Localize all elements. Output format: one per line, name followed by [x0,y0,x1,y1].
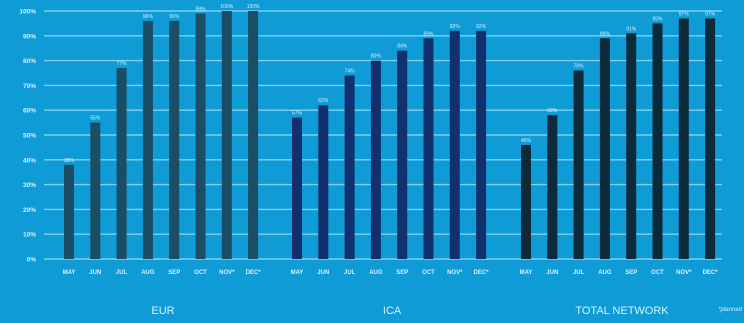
group-title: ICA [383,305,402,317]
data-label: 100% [247,4,260,10]
x-tick-label: JUL [116,270,128,276]
data-label: 92% [476,24,487,30]
x-tick-label: JUL [573,270,585,276]
bar [626,33,637,259]
bar [370,60,381,259]
bar [116,68,127,259]
y-tick-label: 100% [19,9,36,16]
y-tick-label: 80% [23,58,36,65]
y-tick-label: 40% [23,157,36,164]
bar [652,23,663,260]
x-tick-label: AUG [141,270,155,276]
bar [142,20,153,260]
bar [476,30,487,260]
y-tick-label: 0% [27,257,37,264]
bar [599,38,610,259]
bar [678,18,689,259]
bar [169,20,180,260]
data-label: 91% [626,26,637,32]
bar [90,122,101,259]
x-tick-label: JUN [546,270,558,276]
bar [449,30,460,260]
data-label: 97% [705,11,716,17]
footnote: *planned [718,307,742,313]
bar [344,75,355,259]
data-label: 89% [423,31,434,37]
group-title: EUR [151,305,174,317]
data-label: 74% [345,68,356,74]
data-label: 57% [292,111,303,117]
x-tick-label: SEP [396,270,408,276]
bar [573,70,584,260]
x-tick-label: NOV* [447,270,463,276]
data-label: 80% [371,54,382,60]
data-label: 99% [195,6,206,12]
bar [292,117,302,259]
x-tick-label: DEC* [703,270,719,276]
data-label: 58% [547,108,558,114]
x-tick-label: OCT [422,270,435,276]
x-tick-label: JUL [344,270,356,276]
data-label: 77% [117,61,128,67]
x-tick-label: AUG [598,270,612,276]
y-tick-label: 10% [23,232,36,239]
data-label: 46% [521,138,532,144]
bar [521,144,531,259]
x-tick-label: MAY [291,270,304,276]
bar [195,13,206,260]
bar [64,164,74,259]
y-tick-label: 90% [23,33,36,40]
data-label: 92% [450,24,461,30]
x-tick-label: SEP [625,270,637,276]
y-tick-label: 20% [23,207,36,214]
x-tick-label: OCT [194,270,207,276]
data-label: 89% [600,31,611,37]
x-tick-label: AUG [369,270,383,276]
y-tick-label: 70% [23,83,36,90]
x-tick-label: OCT [651,270,664,276]
bar [318,105,329,260]
data-label: 96% [143,14,154,20]
data-label: 95% [652,16,663,22]
data-label: 76% [574,64,585,70]
x-tick-label: DEC* [474,270,490,276]
bar [423,38,434,259]
bar [248,11,259,259]
bar [547,115,558,259]
bar [397,50,408,260]
x-tick-label: JUN [317,270,329,276]
y-tick-label: 60% [23,108,36,115]
group-title: TOTAL NETWORK [575,305,669,317]
data-label: 100% [220,4,233,10]
bar [221,11,232,259]
x-tick-label: MAY [520,270,533,276]
data-label: 97% [679,11,690,17]
data-label: 62% [318,98,329,104]
x-tick-label: NOV* [676,270,692,276]
x-tick-label: DEC* [246,270,262,276]
bar [705,18,716,259]
data-label: 38% [64,158,75,164]
x-tick-label: SEP [168,270,180,276]
data-label: 84% [397,44,408,50]
x-tick-label: NOV* [219,270,235,276]
y-tick-label: 30% [23,182,36,189]
data-label: 96% [169,14,180,20]
x-tick-label: JUN [89,270,101,276]
data-label: 55% [90,116,101,122]
x-tick-label: MAY [63,270,76,276]
y-tick-label: 50% [23,133,36,140]
